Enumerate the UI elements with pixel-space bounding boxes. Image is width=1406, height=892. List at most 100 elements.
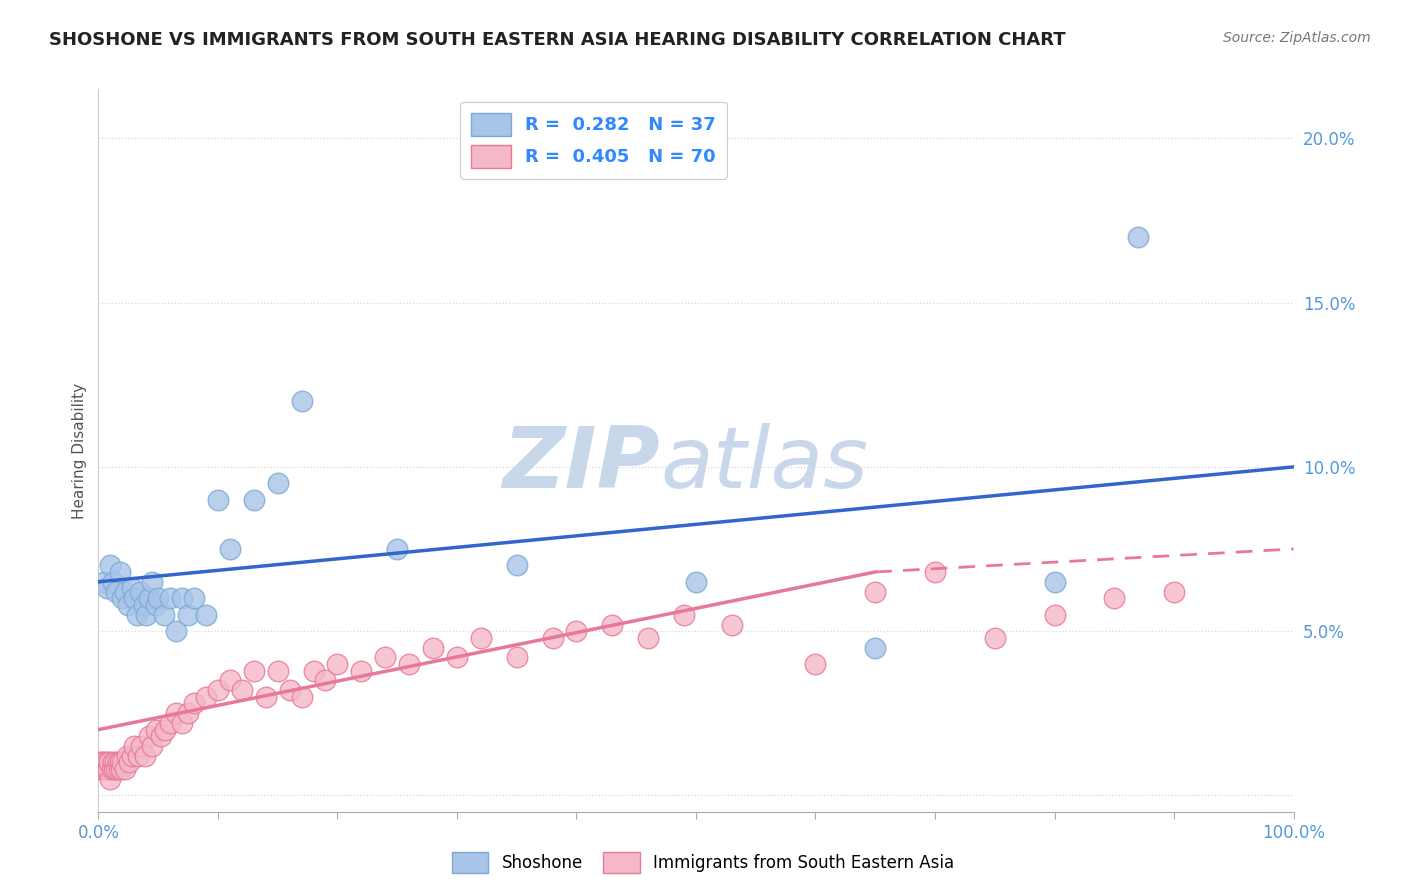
Point [1043,574,1066,589]
Point [121,748,143,763]
Point [506,558,529,573]
Point [107,762,129,776]
Point [129,584,152,599]
Point [278,683,301,698]
Point [195,690,218,704]
Point [1163,584,1185,599]
Point [108,756,131,770]
Point [98,558,122,573]
Point [93,574,115,589]
Point [96,756,118,770]
Point [219,673,242,688]
Point [243,492,266,507]
Point [165,706,187,721]
Point [172,716,194,731]
Point [114,584,136,599]
Point [125,607,148,622]
Point [602,617,624,632]
Point [97,762,120,776]
Point [1043,607,1066,622]
Point [267,664,290,678]
Point [103,762,125,776]
Point [111,591,134,606]
Point [165,624,187,639]
Point [98,772,122,786]
Point [291,394,314,409]
Point [326,657,349,671]
Point [89,756,111,770]
Point [865,584,887,599]
Point [155,723,177,737]
Point [1128,230,1150,244]
Point [637,631,659,645]
Point [172,591,194,606]
Point [685,574,707,589]
Point [207,492,229,507]
Point [131,739,153,753]
Point [721,617,744,632]
Point [267,476,290,491]
Point [105,762,128,776]
Point [149,729,172,743]
Point [107,756,129,770]
Text: atlas: atlas [661,424,868,507]
Point [231,683,253,698]
Point [108,565,131,579]
Point [104,756,127,770]
Point [124,591,146,606]
Point [101,574,124,589]
Point [101,756,124,770]
Point [94,762,117,776]
Point [865,640,887,655]
Point [138,729,160,743]
Point [121,582,143,596]
Point [470,631,492,645]
Point [134,748,156,763]
Point [541,631,564,645]
Point [183,696,205,710]
Point [127,748,149,763]
Point [804,657,827,671]
Point [159,716,181,731]
Point [110,762,132,776]
Text: SHOSHONE VS IMMIGRANTS FROM SOUTH EASTERN ASIA HEARING DISABILITY CORRELATION CH: SHOSHONE VS IMMIGRANTS FROM SOUTH EASTER… [49,31,1066,49]
Legend: R =  0.282   N = 37, R =  0.405   N = 70: R = 0.282 N = 37, R = 0.405 N = 70 [460,102,727,179]
Point [291,690,314,704]
Point [145,598,167,612]
Point [98,756,121,770]
Point [141,574,163,589]
Point [565,624,588,639]
Point [141,739,163,753]
Point [124,739,146,753]
Point [207,683,229,698]
Point [243,664,266,678]
Point [219,541,242,556]
Text: Source: ZipAtlas.com: Source: ZipAtlas.com [1223,31,1371,45]
Point [350,664,373,678]
Point [111,756,134,770]
Point [446,650,468,665]
Point [132,598,155,612]
Point [118,756,141,770]
Point [93,756,115,770]
Point [135,607,157,622]
Point [90,762,112,776]
Text: ZIP: ZIP [502,424,661,507]
Point [148,591,170,606]
Point [177,706,200,721]
Point [183,591,205,606]
Point [984,631,1007,645]
Point [506,650,529,665]
Point [302,664,325,678]
Point [117,598,139,612]
Point [138,591,160,606]
Point [177,607,200,622]
Point [374,650,396,665]
Legend: Shoshone, Immigrants from South Eastern Asia: Shoshone, Immigrants from South Eastern … [446,846,960,880]
Point [96,582,118,596]
Point [385,541,409,556]
Point [673,607,696,622]
Point [398,657,420,671]
Point [315,673,337,688]
Point [91,762,114,776]
